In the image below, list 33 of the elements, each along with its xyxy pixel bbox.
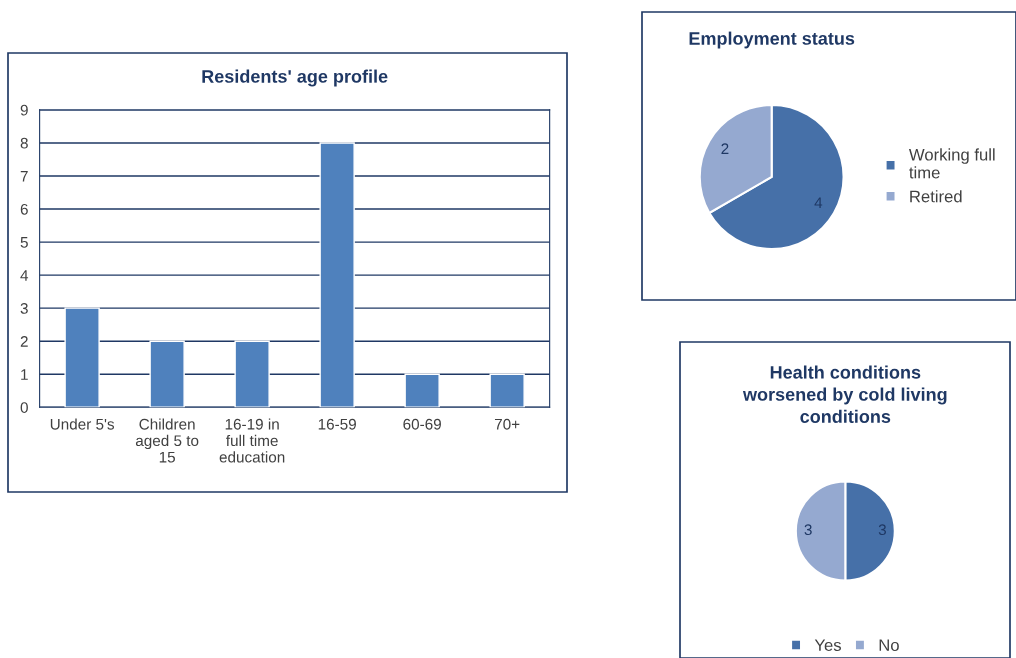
- data-label: 3: [878, 524, 886, 536]
- y-tick-label: 5: [20, 237, 28, 248]
- bar: [64, 307, 100, 408]
- chart-title: Employment status: [689, 31, 855, 49]
- legend-label: Yes: [814, 639, 841, 652]
- data-label: 3: [804, 524, 812, 536]
- legend-label: Working full time: [908, 148, 995, 179]
- bar: [319, 142, 355, 408]
- x-tick-label: Under 5's: [50, 418, 115, 430]
- legend-label: No: [879, 639, 899, 652]
- y-tick-label: 8: [20, 137, 28, 149]
- x-tick-label: 70+: [494, 418, 520, 430]
- bar: [234, 340, 270, 408]
- y-tick-label: 4: [20, 270, 29, 281]
- y-tick-label: 6: [20, 203, 28, 215]
- y-tick-label: 3: [20, 303, 28, 314]
- y-tick-label: 2: [20, 336, 28, 347]
- x-tick-label: 60-69: [403, 418, 441, 430]
- bar: [489, 373, 525, 408]
- chart-title: Health conditions worsened by cold living conditions: [742, 365, 947, 423]
- y-tick-label: 9: [20, 104, 28, 116]
- bar: [404, 373, 440, 408]
- y-tick-label: 7: [20, 171, 28, 182]
- data-label: 2: [721, 143, 729, 154]
- bar: [149, 340, 185, 408]
- x-tick-label: 16-19 in full time education: [219, 418, 285, 463]
- x-tick-label: Children aged 5 to 15: [135, 418, 199, 463]
- y-tick-label: 0: [20, 402, 28, 413]
- data-label: 4: [814, 197, 823, 208]
- legend-label: Retired: [910, 190, 962, 203]
- x-tick-label: 16-59: [318, 418, 356, 430]
- chart-title: Residents' age profile: [202, 69, 388, 87]
- y-tick-label: 1: [21, 369, 28, 380]
